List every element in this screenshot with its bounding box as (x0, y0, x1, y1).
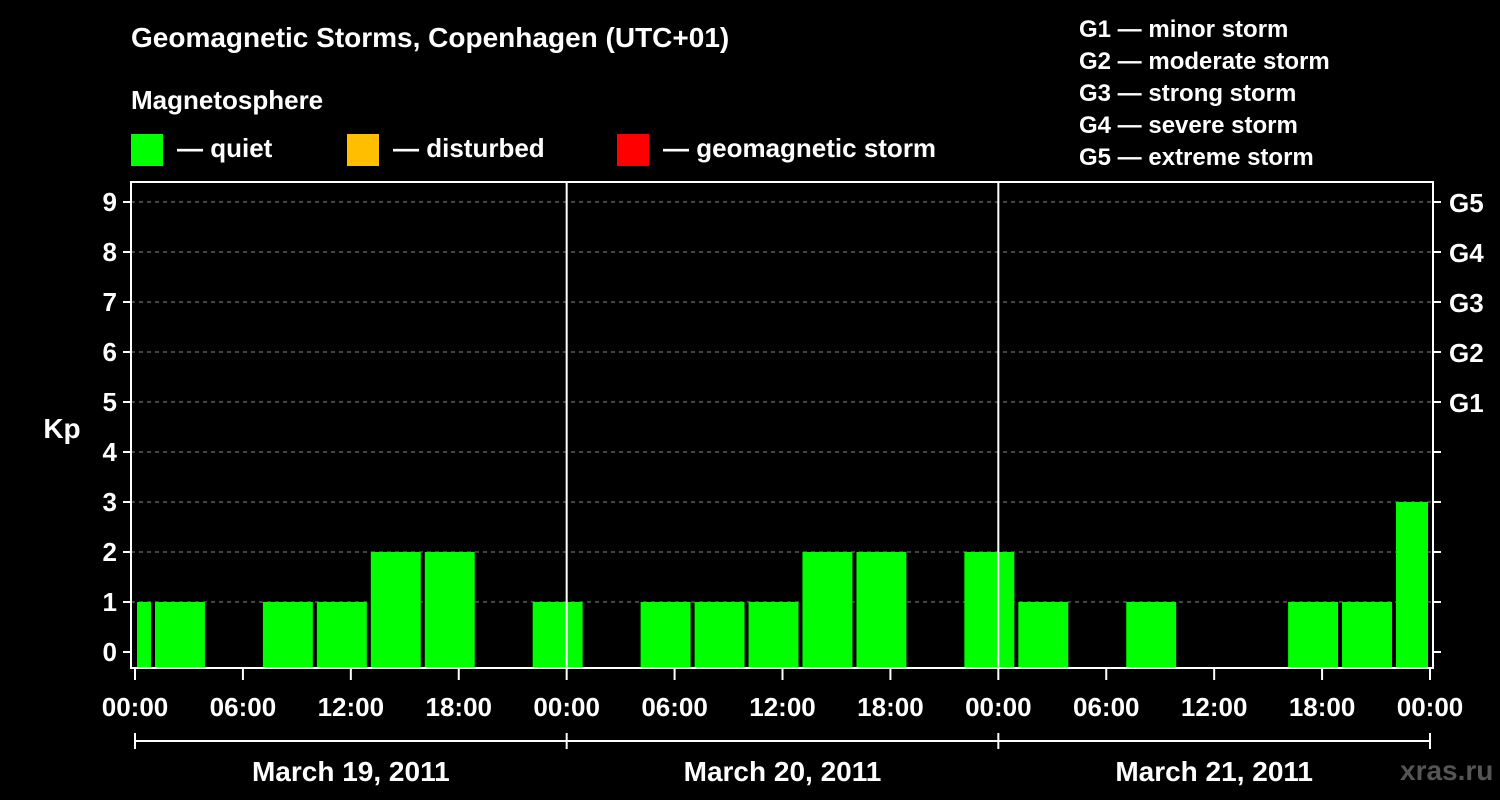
storm-level-label: G5 (1449, 188, 1484, 218)
storm-level-label: G2 (1449, 338, 1484, 368)
kp-bar (802, 552, 853, 668)
storm-level-label: G4 (1449, 238, 1484, 268)
y-tick-label: 5 (103, 387, 117, 417)
x-tick-label: 00:00 (1397, 692, 1464, 722)
kp-bar (748, 602, 799, 668)
day-label: March 20, 2011 (684, 756, 882, 787)
storm-scale-g1: G1 — minor storm (1079, 16, 1289, 43)
legend-label-disturbed: — disturbed (393, 133, 545, 163)
kp-bar (424, 552, 475, 668)
x-tick-label: 12:00 (1181, 692, 1248, 722)
kp-bar (1342, 602, 1393, 668)
kp-bar (856, 552, 907, 668)
x-tick-label: 06:00 (641, 692, 708, 722)
plot-frame (130, 181, 1434, 669)
kp-bar (640, 602, 691, 668)
y-axis-label: Kp (43, 413, 80, 444)
legend-heading: Magnetosphere (131, 85, 324, 115)
chart-title: Geomagnetic Storms, Copenhagen (UTC+01) (131, 22, 730, 53)
kp-bar (694, 602, 745, 668)
x-tick-label: 18:00 (857, 692, 924, 722)
y-tick-label: 9 (103, 187, 117, 217)
kp-bar (370, 552, 421, 668)
x-tick-label: 06:00 (210, 692, 277, 722)
storm-scale-g3: G3 — strong storm (1079, 80, 1297, 107)
storm-level-label: G3 (1449, 288, 1484, 318)
storm-scale-g2: G2 — moderate storm (1079, 48, 1330, 75)
storm-scale-g5: G5 — extreme storm (1079, 144, 1314, 171)
legend-swatch-storm (617, 134, 649, 166)
y-tick-label: 8 (103, 237, 117, 267)
day-label: March 21, 2011 (1115, 756, 1313, 787)
storm-level-label: G1 (1449, 388, 1484, 418)
y-tick-label: 1 (103, 587, 117, 617)
x-tick-label: 12:00 (318, 692, 385, 722)
storm-scale-g4: G4 — severe storm (1079, 112, 1298, 139)
x-tick-label: 00:00 (533, 692, 600, 722)
kp-bar (1018, 602, 1069, 668)
y-tick-label: 6 (103, 337, 117, 367)
kp-bar (137, 602, 151, 668)
kp-bar (154, 602, 205, 668)
legend-label-storm: — geomagnetic storm (663, 133, 937, 163)
kp-bar (316, 602, 367, 668)
x-tick-label: 18:00 (426, 692, 493, 722)
y-tick-label: 7 (103, 287, 117, 317)
x-tick-label: 18:00 (1289, 692, 1356, 722)
legend-swatch-disturbed (347, 134, 379, 166)
x-tick-label: 00:00 (965, 692, 1032, 722)
watermark: xras.ru (1400, 755, 1494, 786)
legend-label-quiet: — quiet (177, 133, 273, 163)
y-tick-label: 2 (103, 537, 117, 567)
day-label: March 19, 2011 (252, 756, 450, 787)
y-tick-label: 3 (103, 487, 117, 517)
x-tick-label: 12:00 (749, 692, 816, 722)
storm-scale-legend: G1 — minor storm G2 — moderate storm G3 … (1079, 14, 1330, 174)
kp-bar (262, 602, 313, 668)
kp-bar (1126, 602, 1177, 668)
kp-bar (964, 552, 1015, 668)
kp-bar (1288, 602, 1339, 668)
x-tick-label: 00:00 (102, 692, 169, 722)
kp-bar (532, 602, 583, 668)
kp-bar (1396, 502, 1428, 668)
y-tick-label: 4 (103, 437, 118, 467)
legend-swatch-quiet (131, 134, 163, 166)
x-tick-label: 06:00 (1073, 692, 1140, 722)
y-tick-label: 0 (103, 637, 117, 667)
